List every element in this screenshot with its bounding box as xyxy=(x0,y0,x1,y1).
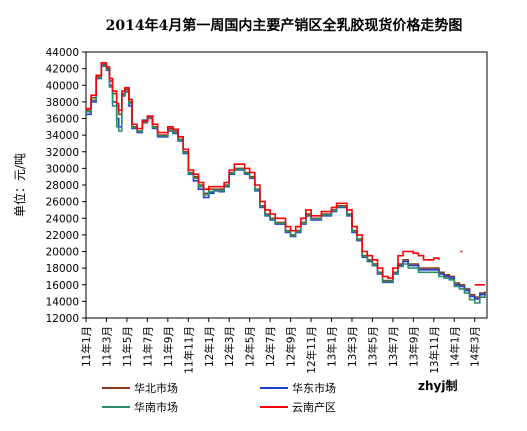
x-tick-label: 12年9月 xyxy=(285,326,298,367)
x-tick-label: 11年3月 xyxy=(100,326,113,367)
y-tick-label: 18000 xyxy=(46,263,79,275)
x-tick-label: 13年11月 xyxy=(428,326,441,374)
y-tick-label: 28000 xyxy=(46,180,79,192)
y-tick-label: 40000 xyxy=(46,80,79,92)
y-tick-label: 42000 xyxy=(46,64,79,76)
legend-item: 华南市场 xyxy=(102,400,178,414)
y-tick-label: 16000 xyxy=(46,280,79,292)
x-tick-label: 14年3月 xyxy=(469,326,482,367)
x-tick-label: 12年11月 xyxy=(305,326,318,374)
series-line xyxy=(86,65,486,300)
credit-label: zhyj制 xyxy=(418,378,457,393)
y-tick-label: 34000 xyxy=(46,130,79,142)
y-axis-label: 单位：元/吨 xyxy=(12,153,27,217)
x-tick-label: 12年3月 xyxy=(223,326,236,367)
x-tick-label: 12年7月 xyxy=(264,326,277,367)
y-tick-label: 36000 xyxy=(46,114,79,126)
legend-label: 华南市场 xyxy=(134,400,178,414)
x-tick-label: 12年1月 xyxy=(203,326,216,367)
y-tick-label: 38000 xyxy=(46,97,79,109)
plot-frame xyxy=(85,51,488,319)
legend-label: 华北市场 xyxy=(134,381,178,395)
x-tick-label: 13年1月 xyxy=(326,326,339,367)
x-tick-label: 13年3月 xyxy=(346,326,359,367)
series-华北市场 xyxy=(86,63,486,298)
chart-title: 2014年4月第一周国内主要产销区全乳胶现货价格走势图 xyxy=(106,17,463,34)
y-tick-label: 30000 xyxy=(46,163,79,175)
x-tick-label: 11年5月 xyxy=(121,326,134,367)
legend-item: 华北市场 xyxy=(102,381,178,395)
series-line xyxy=(86,63,486,298)
y-tick-label: 20000 xyxy=(46,247,79,259)
x-tick-label: 13年9月 xyxy=(407,326,420,367)
y-tick-label: 44000 xyxy=(46,47,79,59)
y-tick-label: 32000 xyxy=(46,147,79,159)
legend-label: 云南产区 xyxy=(292,400,336,414)
x-tick-label: 12年5月 xyxy=(244,326,257,367)
legend-item: 云南产区 xyxy=(260,400,336,414)
x-tick-label: 14年1月 xyxy=(448,326,461,367)
y-tick-label: 26000 xyxy=(46,197,79,209)
x-tick-label: 11年7月 xyxy=(141,326,154,367)
series-云南产区 xyxy=(86,62,485,286)
y-tick-label: 14000 xyxy=(46,296,79,308)
plot-area xyxy=(86,62,486,304)
x-tick-label: 11年11月 xyxy=(182,326,195,374)
x-tick-label: 11年1月 xyxy=(80,326,93,367)
x-tick-label: 13年5月 xyxy=(366,326,379,367)
series-华东市场 xyxy=(86,65,486,300)
axes-group: 12000 14000 16000 18000 20000 22000 24000 26000… xyxy=(46,47,488,374)
x-tick-label: 11年9月 xyxy=(162,326,175,367)
y-tick-label: 22000 xyxy=(46,230,79,242)
y-tick-label: 24000 xyxy=(46,213,79,225)
y-tick-label: 12000 xyxy=(46,313,79,325)
legend-item: 华东市场 xyxy=(260,381,336,395)
series-line xyxy=(86,62,440,279)
legend-label: 华东市场 xyxy=(292,381,336,395)
x-tick-label: 13年7月 xyxy=(387,326,400,367)
